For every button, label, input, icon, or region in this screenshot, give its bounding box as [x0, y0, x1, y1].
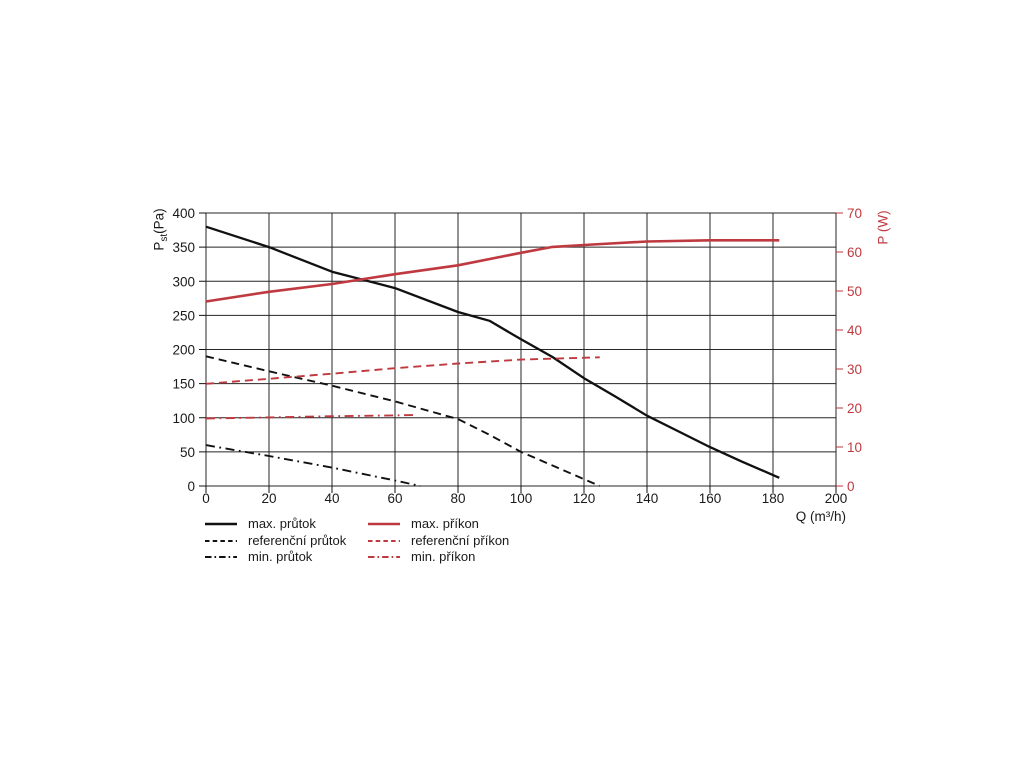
x-tick-label: 120: [573, 491, 596, 506]
y-left-tick-label: 200: [172, 343, 195, 358]
x-tick-label: 80: [450, 491, 465, 506]
x-tick-label: 40: [324, 491, 339, 506]
gridlines: [205, 212, 837, 487]
y-right-tick-label: 20: [847, 401, 862, 416]
x-tick-label: 20: [261, 491, 276, 506]
y-left-subscript: st: [159, 233, 171, 242]
x-tick-label: 0: [202, 491, 210, 506]
x-tick-label: 200: [825, 491, 848, 506]
legend-column-1: max. průtok referenční průtok min. průtok: [204, 516, 367, 565]
y-left-tick-label: 150: [172, 377, 195, 392]
y-left-tick-label: 100: [172, 411, 195, 426]
legend-item-referen-n-p-kon: referenční příkon: [367, 532, 509, 548]
y-left-tick-label: 400: [172, 206, 195, 221]
tick-labels: 4003503002502001501005007060504030201000…: [172, 206, 862, 506]
legend-sample-line: [205, 555, 237, 558]
legend-sample-line: [205, 522, 237, 526]
x-tick-label: 180: [762, 491, 785, 506]
y-right-tick-label: 70: [847, 206, 862, 221]
y-right-tick-label: 30: [847, 362, 862, 377]
y-axis-right-title: P (W): [875, 210, 891, 245]
legend-item-label: referenční průtok: [248, 532, 347, 548]
series-line-max-p-kon: [205, 239, 780, 303]
y-left-unit: (Pa): [151, 208, 167, 234]
series-line-referen-n-p-kon: [205, 356, 600, 385]
legend-item-label: max. průtok: [248, 516, 316, 532]
y-left-symbol: P: [151, 241, 167, 251]
legend-item-referen-n-pr-tok: referenční průtok: [204, 532, 367, 548]
y-axis-left-title: Pst(Pa): [151, 195, 171, 265]
y-right-tick-label: 40: [847, 323, 862, 338]
legend-item-label: min. průtok: [248, 548, 313, 564]
y-right-tick-label: 10: [847, 440, 862, 455]
legend-sample-line: [368, 539, 400, 542]
tick-marks: [199, 212, 843, 493]
y-left-tick-label: 50: [180, 445, 195, 460]
legend-item-label: min. příkon: [411, 548, 476, 564]
y-left-tick-label: 350: [172, 240, 195, 255]
y-right-tick-label: 50: [847, 284, 862, 299]
x-axis-title: Q (m³/h): [795, 509, 846, 524]
y-left-tick-label: 250: [172, 308, 195, 323]
legend: max. průtok referenční průtok min. průtok m…: [204, 516, 509, 565]
legend-item-max-p-kon: max. příkon: [367, 516, 509, 532]
legend-sample-line: [205, 539, 237, 542]
x-tick-label: 100: [510, 491, 533, 506]
y-right-tick-label: 60: [847, 245, 862, 260]
legend-item-label: referenční příkon: [411, 532, 510, 548]
y-right-tick-label: 0: [847, 479, 855, 494]
y-left-tick-label: 300: [172, 274, 195, 289]
series-line-min-pr-tok: [205, 444, 421, 487]
series-line-min-p-kon: [205, 414, 418, 420]
legend-item-min-p-kon: min. příkon: [367, 549, 509, 565]
legend-item-min-pr-tok: min. průtok: [204, 549, 367, 565]
legend-item-label: max. příkon: [411, 516, 479, 532]
y-left-tick-label: 0: [187, 479, 195, 494]
legend-column-2: max. příkon referenční příkon min. příkon: [367, 516, 509, 565]
series-line-max-pr-tok: [205, 225, 780, 479]
legend-item-max-pr-tok: max. průtok: [204, 516, 367, 532]
legend-sample-line: [368, 555, 400, 558]
x-tick-label: 60: [387, 491, 402, 506]
x-tick-label: 140: [636, 491, 659, 506]
x-tick-label: 160: [699, 491, 722, 506]
series-line-referen-n-pr-tok: [205, 355, 601, 487]
legend-sample-line: [368, 522, 400, 526]
